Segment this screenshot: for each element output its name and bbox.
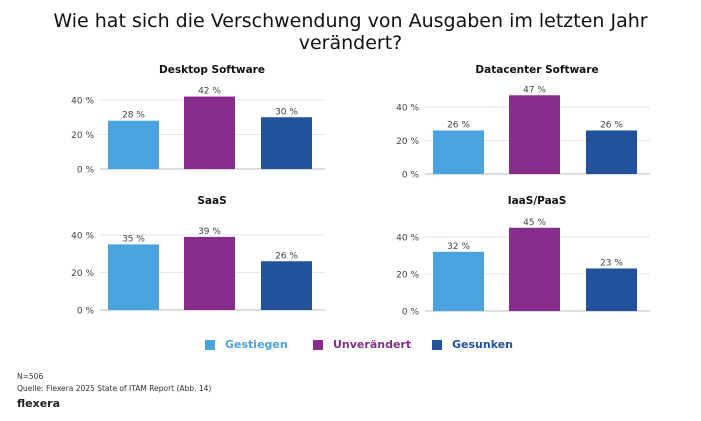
y-tick-label: 40 %	[71, 232, 94, 242]
panel-title: SaaS	[197, 195, 226, 207]
flexera-logo: flexera	[17, 397, 61, 410]
data-label: 45 %	[523, 218, 546, 228]
data-label: 28 %	[122, 111, 145, 121]
legend-item-gestiegen: Gestiegen	[205, 338, 288, 351]
legend-item-unveraendert: Unverändert	[313, 338, 411, 351]
y-tick-label: 0 %	[402, 171, 420, 181]
bar-gesunken	[261, 261, 312, 310]
legend-label: Unverändert	[333, 338, 412, 351]
bar-unverändert	[509, 95, 560, 174]
bar-gestiegen	[108, 120, 159, 169]
panel-title: Datacenter Software	[475, 64, 598, 76]
legend-swatch	[432, 339, 442, 350]
data-label: 26 %	[447, 120, 470, 130]
y-tick-label: 20 %	[396, 137, 419, 147]
y-tick-label: 40 %	[396, 234, 419, 244]
data-label: 30 %	[275, 107, 298, 117]
chart-title: Wie hat sich die Verschwendung von Ausga…	[53, 10, 648, 54]
y-tick-label: 0 %	[77, 166, 95, 176]
y-tick-label: 40 %	[396, 104, 419, 114]
panel-title: Desktop Software	[159, 64, 265, 76]
y-tick-label: 40 %	[71, 97, 94, 107]
source-note: Quelle: Flexera 2025 State of ITAM Repor…	[17, 384, 212, 393]
bar-gesunken	[261, 117, 312, 169]
data-label: 35 %	[122, 234, 145, 244]
data-label: 47 %	[523, 85, 546, 95]
data-label: 26 %	[275, 251, 298, 261]
legend-label: Gesunken	[452, 338, 514, 351]
data-label: 42 %	[198, 87, 221, 97]
panel-title: IaaS/PaaS	[508, 195, 567, 207]
data-label: 32 %	[447, 242, 470, 252]
legend-swatch	[313, 339, 323, 350]
data-label: 23 %	[600, 258, 623, 268]
bar-gestiegen	[433, 130, 484, 174]
bar-gestiegen	[108, 244, 159, 310]
sample-size: N=506	[17, 372, 44, 381]
legend-swatch	[205, 339, 215, 350]
data-label: 39 %	[198, 227, 221, 237]
legend-item-gesunken: Gesunken	[432, 338, 513, 351]
bar-unverändert	[184, 96, 235, 169]
data-label: 26 %	[600, 120, 623, 130]
bar-unverändert	[509, 227, 560, 311]
bar-unverändert	[184, 236, 235, 310]
bar-gesunken	[586, 268, 637, 311]
y-tick-label: 0 %	[77, 307, 95, 317]
legend-label: Gestiegen	[225, 338, 288, 351]
y-tick-label: 20 %	[71, 269, 94, 279]
bar-gestiegen	[433, 251, 484, 311]
y-tick-label: 0 %	[402, 308, 420, 318]
y-tick-label: 20 %	[396, 271, 419, 281]
bar-gesunken	[586, 130, 637, 174]
y-tick-label: 20 %	[71, 131, 94, 141]
